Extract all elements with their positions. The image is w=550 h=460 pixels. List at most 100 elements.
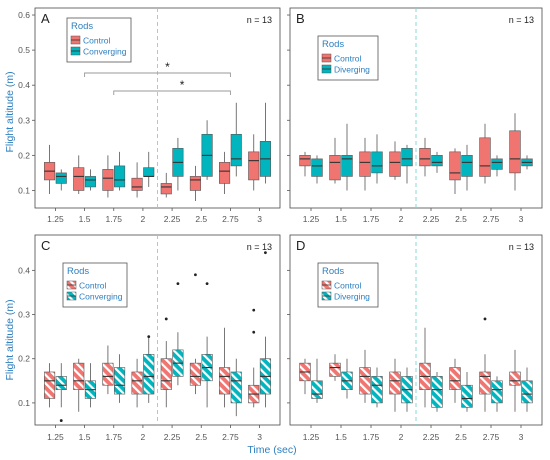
box-control xyxy=(102,362,114,386)
x-tick-label: 2.75 xyxy=(222,432,239,442)
box-converging xyxy=(143,167,155,177)
x-tick-label: 2.5 xyxy=(195,214,207,224)
box-converging xyxy=(143,354,155,395)
x-axis-label: Time (sec) xyxy=(247,444,296,456)
legend-entry: Diverging xyxy=(334,292,370,302)
outlier-point xyxy=(264,251,267,255)
y-axis-label-bottom: Flight altitude (m) xyxy=(4,299,16,380)
outlier-point xyxy=(147,335,151,339)
y-tick-label: 0.3 xyxy=(18,115,30,125)
box-control xyxy=(131,177,143,191)
legend-title: Rods xyxy=(67,266,89,277)
box-control xyxy=(73,167,85,191)
box-diverging xyxy=(371,376,383,404)
box-control xyxy=(131,371,143,395)
x-tick-label: 2 xyxy=(399,214,404,224)
box-converging xyxy=(55,172,67,184)
legend-title: Rods xyxy=(322,39,344,50)
x-tick-label: 2.25 xyxy=(423,432,440,442)
box-control xyxy=(359,367,371,395)
panel-letter: A xyxy=(41,11,50,26)
box-control xyxy=(479,137,491,177)
n-label: n = 13 xyxy=(247,15,272,25)
y-tick-label: 0.4 xyxy=(18,265,30,275)
box-diverging xyxy=(491,380,503,404)
box-control xyxy=(359,151,371,177)
box-converging xyxy=(230,371,242,404)
box-control xyxy=(329,362,341,377)
legend-entry: Control xyxy=(334,54,362,64)
box-control xyxy=(102,169,114,191)
x-tick-label: 2.25 xyxy=(423,214,440,224)
box-control xyxy=(479,371,491,395)
box-control xyxy=(389,151,401,177)
x-tick-label: 1.25 xyxy=(303,432,320,442)
significance-star: * xyxy=(180,78,185,92)
x-tick-label: 1.75 xyxy=(363,432,380,442)
x-tick-label: 2.75 xyxy=(483,214,500,224)
x-tick-label: 2 xyxy=(399,432,404,442)
box-control xyxy=(509,371,521,386)
x-tick-label: 2.75 xyxy=(222,214,239,224)
x-tick-label: 1.5 xyxy=(335,214,347,224)
box-control xyxy=(189,176,201,191)
box-control xyxy=(389,371,401,395)
outlier-point xyxy=(252,308,256,312)
box-converging xyxy=(84,176,96,188)
x-tick-label: 1.25 xyxy=(303,214,320,224)
legend-entry: Converging xyxy=(83,47,127,57)
box-control xyxy=(219,367,231,395)
box-diverging xyxy=(521,380,533,404)
box-control xyxy=(419,148,431,167)
outlier-point xyxy=(194,273,197,277)
legend-entry: Converging xyxy=(79,292,123,302)
x-tick-label: 3 xyxy=(257,214,262,224)
box-control xyxy=(449,367,461,390)
x-tick-label: 2.5 xyxy=(455,432,467,442)
legend-entry: Control xyxy=(79,281,107,291)
box-diverging xyxy=(401,148,413,167)
box-diverging xyxy=(311,380,323,399)
legend-entry: Control xyxy=(83,36,111,46)
box-diverging xyxy=(311,158,323,177)
box-control xyxy=(44,371,56,399)
y-tick-label: 0.3 xyxy=(18,310,30,320)
x-tick-label: 1.75 xyxy=(105,214,122,224)
x-tick-label: 1.25 xyxy=(47,214,64,224)
x-tick-label: 2.5 xyxy=(455,214,467,224)
x-tick-label: 1.5 xyxy=(79,214,91,224)
x-tick-label: 1.5 xyxy=(79,432,91,442)
outlier-point xyxy=(59,419,63,422)
box-converging xyxy=(230,134,242,167)
y-tick-label: 0.6 xyxy=(18,10,30,20)
y-axis-label-top: Flight altitude (m) xyxy=(4,71,16,152)
box-converging xyxy=(55,376,67,390)
box-control xyxy=(160,358,172,390)
x-tick-label: 1.75 xyxy=(105,432,122,442)
panel-letter: B xyxy=(296,11,305,26)
y-tick-label: 0.1 xyxy=(18,185,30,195)
x-tick-label: 2.75 xyxy=(483,432,500,442)
box-control xyxy=(73,362,85,390)
panel-letter: C xyxy=(41,238,50,253)
box-converging xyxy=(114,165,126,188)
legend-entry: Diverging xyxy=(334,65,370,75)
significance-bracket xyxy=(84,72,231,77)
x-tick-label: 2.5 xyxy=(195,432,207,442)
y-tick-label: 0.4 xyxy=(18,80,30,90)
n-label: n = 13 xyxy=(509,242,534,252)
outlier-point xyxy=(252,330,256,334)
n-label: n = 13 xyxy=(247,242,272,252)
y-tick-label: 0.1 xyxy=(18,398,30,408)
significance-bracket xyxy=(113,90,231,95)
legend-title: Rods xyxy=(71,21,93,32)
box-diverging xyxy=(491,158,503,170)
legend-entry: Control xyxy=(334,281,362,291)
n-label: n = 13 xyxy=(509,15,534,25)
box-control xyxy=(219,162,231,184)
